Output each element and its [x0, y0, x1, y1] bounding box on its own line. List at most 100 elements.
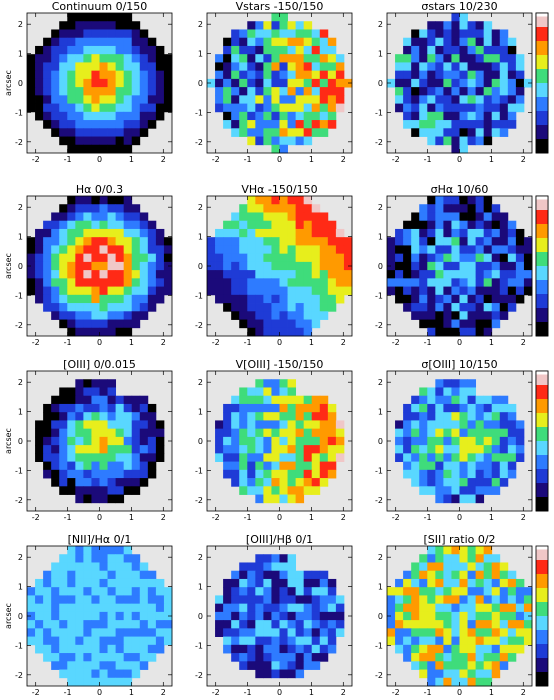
map-cell: [51, 644, 60, 654]
map-cell: [83, 661, 92, 670]
map-cell: [239, 661, 248, 670]
map-cell: [75, 29, 84, 39]
map-cell: [51, 587, 60, 596]
map-cell: [155, 611, 165, 621]
map-cell: [231, 37, 240, 47]
map-cell: [427, 70, 436, 80]
map-cell: [147, 237, 157, 246]
map-cell: [427, 603, 436, 613]
map-cell: [75, 144, 84, 154]
map-cell: [255, 570, 264, 580]
map-cell: [155, 620, 165, 629]
map-cell: [123, 228, 133, 238]
map-cell: [131, 628, 141, 637]
map-cell: [131, 286, 141, 296]
map-cell: [107, 653, 117, 662]
map-cell: [99, 461, 108, 471]
map-cell: [247, 478, 256, 487]
map-cell: [395, 286, 404, 296]
map-cell: [435, 644, 444, 654]
map-cell: [59, 453, 68, 462]
map-cell: [35, 578, 44, 588]
map-cell: [467, 636, 477, 646]
map-cell: [83, 595, 92, 605]
map-cell: [83, 311, 92, 320]
map-cell: [67, 196, 76, 205]
map-cell: [395, 270, 404, 279]
map-cell: [459, 220, 468, 230]
map-cell: [419, 469, 428, 479]
map-cell: [139, 45, 149, 55]
map-cell: [427, 29, 436, 39]
map-cell: [255, 420, 264, 430]
map-cell: [491, 644, 501, 654]
map-cell: [131, 653, 141, 662]
map-cell: [483, 578, 493, 588]
y-axis-label: arcsec: [4, 428, 13, 454]
map-cell: [287, 436, 297, 446]
map-cell: [27, 278, 36, 287]
map-cell: [147, 428, 157, 438]
map-cell: [483, 603, 493, 613]
map-cell: [515, 54, 525, 63]
map-cell: [427, 469, 436, 479]
map-cell: [435, 595, 444, 605]
map-cell: [427, 220, 436, 230]
map-cell: [43, 228, 52, 238]
map-cell: [451, 546, 460, 555]
map-cell: [91, 62, 100, 72]
map-cell: [271, 29, 280, 39]
map-cell: [483, 286, 493, 296]
map-cell: [419, 87, 428, 96]
map-cell: [51, 220, 60, 230]
map-cell: [499, 445, 509, 454]
y-tick-label: 1: [198, 408, 203, 417]
map-cell: [163, 87, 173, 96]
map-cell: [475, 303, 485, 312]
map-cell: [491, 445, 501, 454]
map-cell: [427, 245, 436, 255]
map-cell: [395, 253, 404, 263]
map-cell: [515, 611, 525, 621]
map-cell: [139, 595, 149, 605]
map-cell: [279, 204, 288, 213]
map-cell: [255, 286, 264, 296]
map-cell: [115, 103, 125, 113]
map-cell: [343, 270, 353, 279]
map-cell: [319, 220, 329, 230]
map-cell: [419, 128, 428, 137]
map-cell: [327, 644, 337, 654]
map-cell: [295, 636, 305, 646]
map-cell: [75, 578, 84, 588]
map-cell: [295, 95, 305, 104]
map-cell: [499, 303, 509, 312]
map-cell: [443, 644, 452, 654]
map-cell: [75, 661, 84, 670]
map-cell: [83, 379, 92, 388]
map-cell: [27, 78, 36, 88]
map-cell: [523, 270, 533, 279]
map-cell: [515, 270, 525, 279]
map-cell: [507, 54, 517, 63]
colorbar-step: [536, 128, 548, 133]
y-tick-label: 0: [18, 262, 23, 271]
map-cell: [271, 611, 280, 621]
map-cell: [427, 486, 436, 495]
map-cell: [287, 644, 297, 654]
map-cell: [303, 54, 313, 63]
map-cell: [115, 319, 125, 329]
map-cell: [319, 45, 329, 55]
map-cell: [271, 103, 280, 113]
map-cell: [419, 45, 428, 55]
map-cell: [263, 620, 272, 629]
map-cell: [107, 78, 117, 88]
map-cell: [239, 603, 248, 613]
map-cell: [139, 286, 149, 296]
map-cell: [295, 286, 305, 296]
map-cell: [319, 611, 329, 621]
map-cell: [147, 644, 157, 654]
map-cell: [107, 628, 117, 637]
map-cell: [107, 562, 117, 572]
map-cell: [475, 103, 485, 113]
map-cell: [131, 70, 141, 80]
